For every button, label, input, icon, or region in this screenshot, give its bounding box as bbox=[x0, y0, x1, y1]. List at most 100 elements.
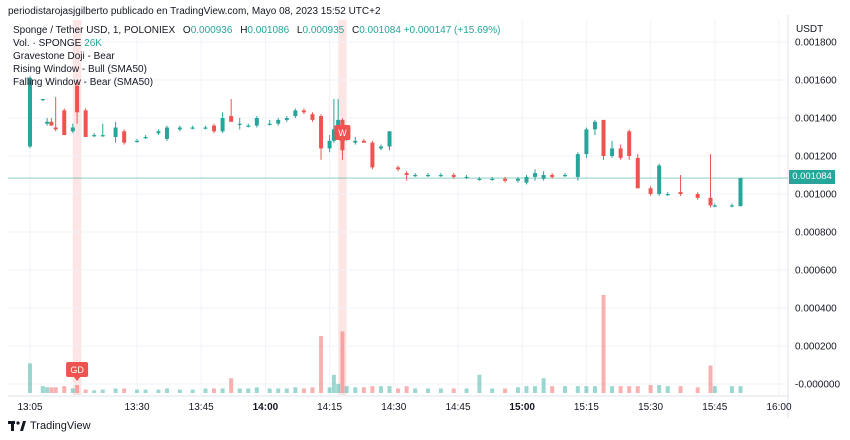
volume-bar[interactable] bbox=[156, 389, 161, 393]
volume-bar[interactable] bbox=[618, 386, 623, 393]
candle-body[interactable] bbox=[267, 123, 272, 125]
candle-body[interactable] bbox=[45, 121, 50, 124]
volume-bar[interactable] bbox=[378, 386, 383, 393]
volume-bar[interactable] bbox=[533, 386, 538, 393]
volume-bar[interactable] bbox=[83, 389, 88, 393]
volume-bar[interactable] bbox=[293, 387, 298, 393]
candle-body[interactable] bbox=[464, 176, 469, 179]
volume-bar[interactable] bbox=[229, 378, 234, 393]
volume-bar[interactable] bbox=[712, 386, 717, 393]
volume-bar[interactable] bbox=[344, 386, 349, 393]
candle-body[interactable] bbox=[584, 129, 589, 155]
volume-bar[interactable] bbox=[203, 388, 208, 393]
candle-body[interactable] bbox=[177, 127, 182, 130]
volume-bar[interactable] bbox=[28, 363, 32, 393]
candle-body[interactable] bbox=[451, 175, 456, 177]
volume-bar[interactable] bbox=[310, 387, 315, 393]
candle-body[interactable] bbox=[404, 173, 409, 175]
candle-body[interactable] bbox=[396, 167, 401, 170]
volume-bar[interactable] bbox=[477, 374, 482, 393]
candle-body[interactable] bbox=[541, 175, 546, 179]
footer-brand[interactable]: TradingView bbox=[8, 420, 91, 432]
candle-body[interactable] bbox=[387, 131, 392, 147]
candle-body[interactable] bbox=[515, 178, 520, 181]
candle-body[interactable] bbox=[610, 148, 615, 156]
volume-bar[interactable] bbox=[601, 295, 606, 393]
candle-body[interactable] bbox=[53, 127, 58, 130]
volume-bar[interactable] bbox=[49, 387, 54, 393]
candle-body[interactable] bbox=[100, 135, 105, 137]
candle-body[interactable] bbox=[40, 99, 45, 101]
candle-body[interactable] bbox=[254, 118, 259, 126]
volume-bar[interactable] bbox=[708, 365, 713, 393]
volume-bar[interactable] bbox=[92, 390, 97, 393]
volume-bar[interactable] bbox=[738, 386, 743, 393]
volume-bar[interactable] bbox=[413, 388, 418, 393]
candle-body[interactable] bbox=[331, 129, 336, 141]
volume-bar[interactable] bbox=[627, 386, 632, 393]
volume-bar[interactable] bbox=[426, 388, 431, 393]
candle-body[interactable] bbox=[49, 121, 54, 126]
candle-body[interactable] bbox=[503, 178, 508, 181]
volume-bar[interactable] bbox=[353, 387, 358, 393]
candle-body[interactable] bbox=[477, 178, 482, 180]
volume-bar[interactable] bbox=[610, 386, 615, 393]
volume-bar[interactable] bbox=[592, 386, 597, 393]
volume-bar[interactable] bbox=[464, 388, 469, 393]
candle-body[interactable] bbox=[635, 157, 640, 189]
candle-body[interactable] bbox=[237, 123, 242, 125]
volume-bar[interactable] bbox=[336, 383, 341, 393]
legend-indicator-gravestone[interactable]: Gravestone Doji - Bear bbox=[13, 51, 115, 62]
volume-bar[interactable] bbox=[584, 386, 589, 393]
candle-body[interactable] bbox=[156, 131, 161, 134]
volume-bar[interactable] bbox=[331, 374, 336, 393]
volume-bar[interactable] bbox=[135, 389, 139, 393]
candle-body[interactable] bbox=[319, 116, 324, 149]
candle-body[interactable] bbox=[190, 127, 195, 129]
volume-bar[interactable] bbox=[387, 386, 392, 393]
volume-bar[interactable] bbox=[396, 388, 401, 393]
candle-body[interactable] bbox=[665, 194, 670, 196]
volume-bar[interactable] bbox=[340, 331, 345, 393]
volume-bar[interactable] bbox=[122, 388, 127, 393]
candle-body[interactable] bbox=[378, 146, 383, 149]
volume-bar[interactable] bbox=[451, 388, 456, 393]
candle-body[interactable] bbox=[708, 197, 713, 206]
candle-body[interactable] bbox=[113, 127, 118, 138]
volume-bar[interactable] bbox=[541, 378, 546, 393]
candle-body[interactable] bbox=[164, 127, 169, 139]
volume-bar[interactable] bbox=[490, 388, 495, 393]
volume-bar[interactable] bbox=[695, 387, 700, 393]
candle-body[interactable] bbox=[413, 175, 418, 177]
volume-bar[interactable] bbox=[45, 387, 50, 393]
candle-body[interactable] bbox=[738, 178, 743, 207]
volume-bar[interactable] bbox=[575, 386, 580, 393]
volume-bar[interactable] bbox=[327, 387, 332, 393]
candle-body[interactable] bbox=[361, 140, 366, 143]
volume-bar[interactable] bbox=[267, 388, 272, 393]
volume-bar[interactable] bbox=[665, 386, 670, 393]
candle-body[interactable] bbox=[712, 205, 717, 207]
legend-indicator-falling-window[interactable]: Falling Window - Bear (SMA50) bbox=[13, 77, 154, 88]
candle-body[interactable] bbox=[327, 140, 332, 149]
candle-body[interactable] bbox=[563, 175, 567, 177]
volume-bar[interactable] bbox=[361, 387, 366, 393]
volume-bar[interactable] bbox=[40, 386, 45, 393]
candle-body[interactable] bbox=[533, 173, 538, 177]
candle-body[interactable] bbox=[75, 85, 80, 113]
volume-bar[interactable] bbox=[254, 387, 259, 393]
volume-bar[interactable] bbox=[550, 386, 555, 393]
candle-body[interactable] bbox=[62, 110, 67, 136]
candle-body[interactable] bbox=[627, 131, 632, 156]
candle-body[interactable] bbox=[301, 110, 306, 113]
volume-bar[interactable] bbox=[729, 386, 734, 393]
candle-body[interactable] bbox=[28, 78, 32, 147]
volume-bar[interactable] bbox=[404, 386, 409, 393]
candle-body[interactable] bbox=[246, 125, 251, 127]
volume-bar[interactable] bbox=[563, 386, 567, 393]
volume-bar[interactable] bbox=[246, 388, 251, 393]
candle-body[interactable] bbox=[601, 119, 606, 156]
candle-body[interactable] bbox=[695, 194, 700, 198]
volume-bar[interactable] bbox=[438, 388, 443, 393]
candle-body[interactable] bbox=[83, 110, 88, 137]
